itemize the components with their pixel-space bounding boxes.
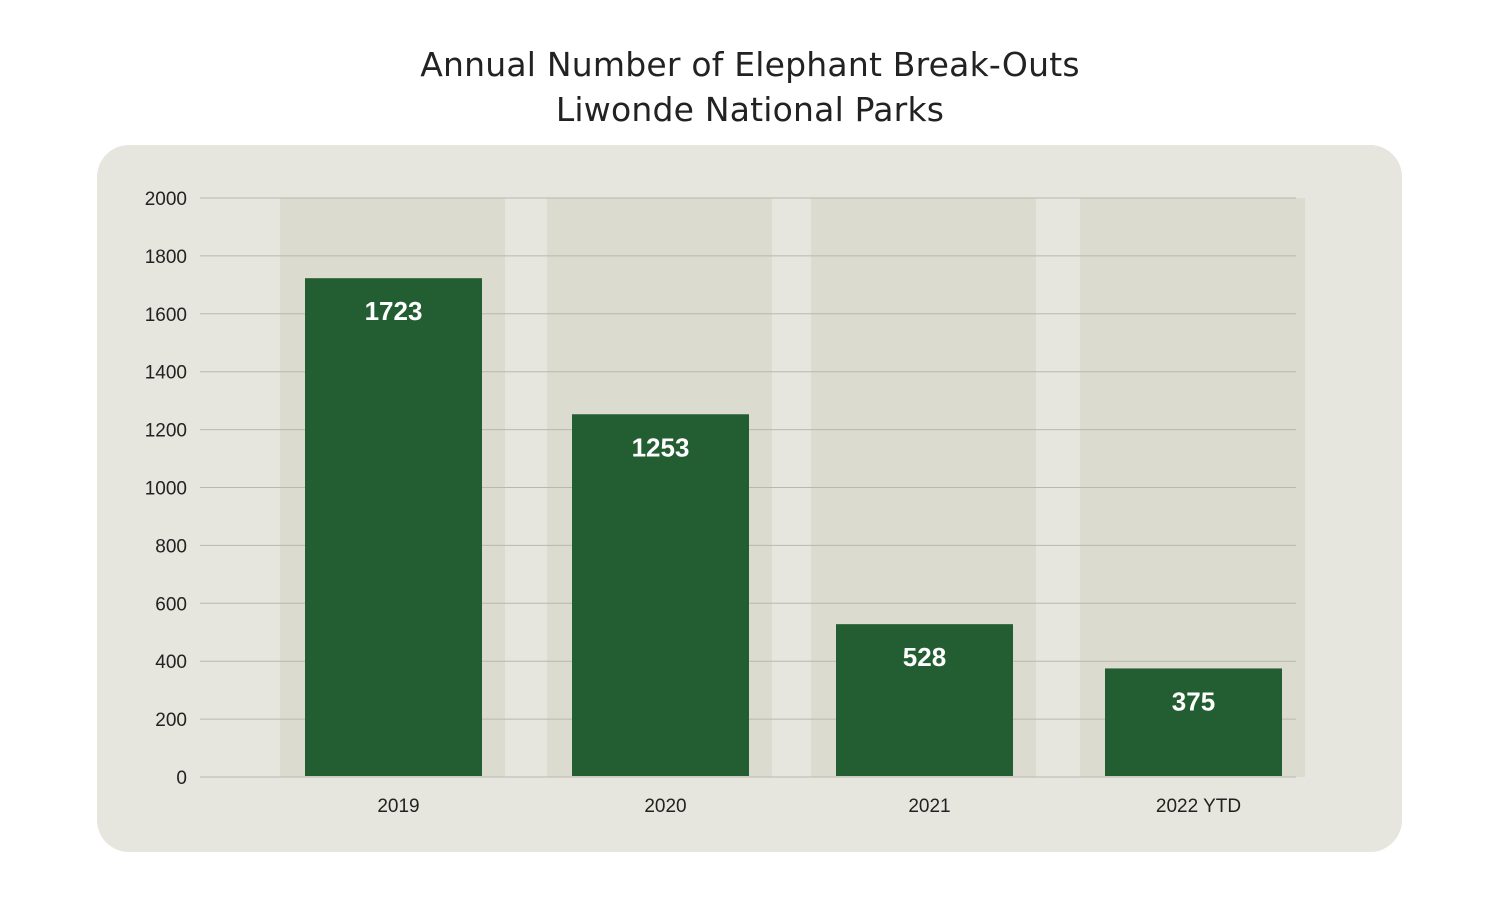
y-tick-label: 1400 xyxy=(145,363,187,384)
data-label: 375 xyxy=(1172,686,1215,716)
data-label: 1723 xyxy=(365,296,423,326)
y-tick-label: 0 xyxy=(176,768,187,789)
chart-title-line-2: Liwonde National Parks xyxy=(555,90,945,129)
x-tick-label: 2022 YTD xyxy=(1156,796,1241,817)
chart-title-line-1: Annual Number of Elephant Break-Outs xyxy=(420,45,1080,84)
x-tick-label: 2021 xyxy=(908,796,950,817)
bar xyxy=(305,278,482,776)
y-tick-label: 1600 xyxy=(145,305,187,326)
x-tick-label: 2019 xyxy=(377,796,419,817)
y-axis: 0 200 400 600 800 1000 1200 1400 1600 1800 2000 xyxy=(145,189,187,789)
y-tick-label: 200 xyxy=(155,710,187,731)
bar xyxy=(836,624,1013,776)
y-tick-label: 1200 xyxy=(145,421,187,442)
x-tick-label: 2020 xyxy=(644,796,686,817)
y-tick-label: 600 xyxy=(155,594,187,615)
x-axis: 2019 2020 2021 2022 YTD xyxy=(377,796,1241,817)
y-tick-label: 800 xyxy=(155,536,187,557)
chart-title: Annual Number of Elephant Break-Outs Liw… xyxy=(0,42,1500,132)
y-tick-label: 400 xyxy=(155,652,187,673)
bar xyxy=(572,414,749,776)
data-label: 1253 xyxy=(632,432,690,462)
y-tick-label: 1000 xyxy=(145,479,187,500)
y-tick-label: 1800 xyxy=(145,247,187,268)
bars xyxy=(305,278,1282,776)
y-tick-label: 2000 xyxy=(145,189,187,210)
data-label: 528 xyxy=(903,642,946,672)
bar xyxy=(1105,668,1282,776)
value-labels: 1723 1253 528 375 xyxy=(365,296,1216,716)
